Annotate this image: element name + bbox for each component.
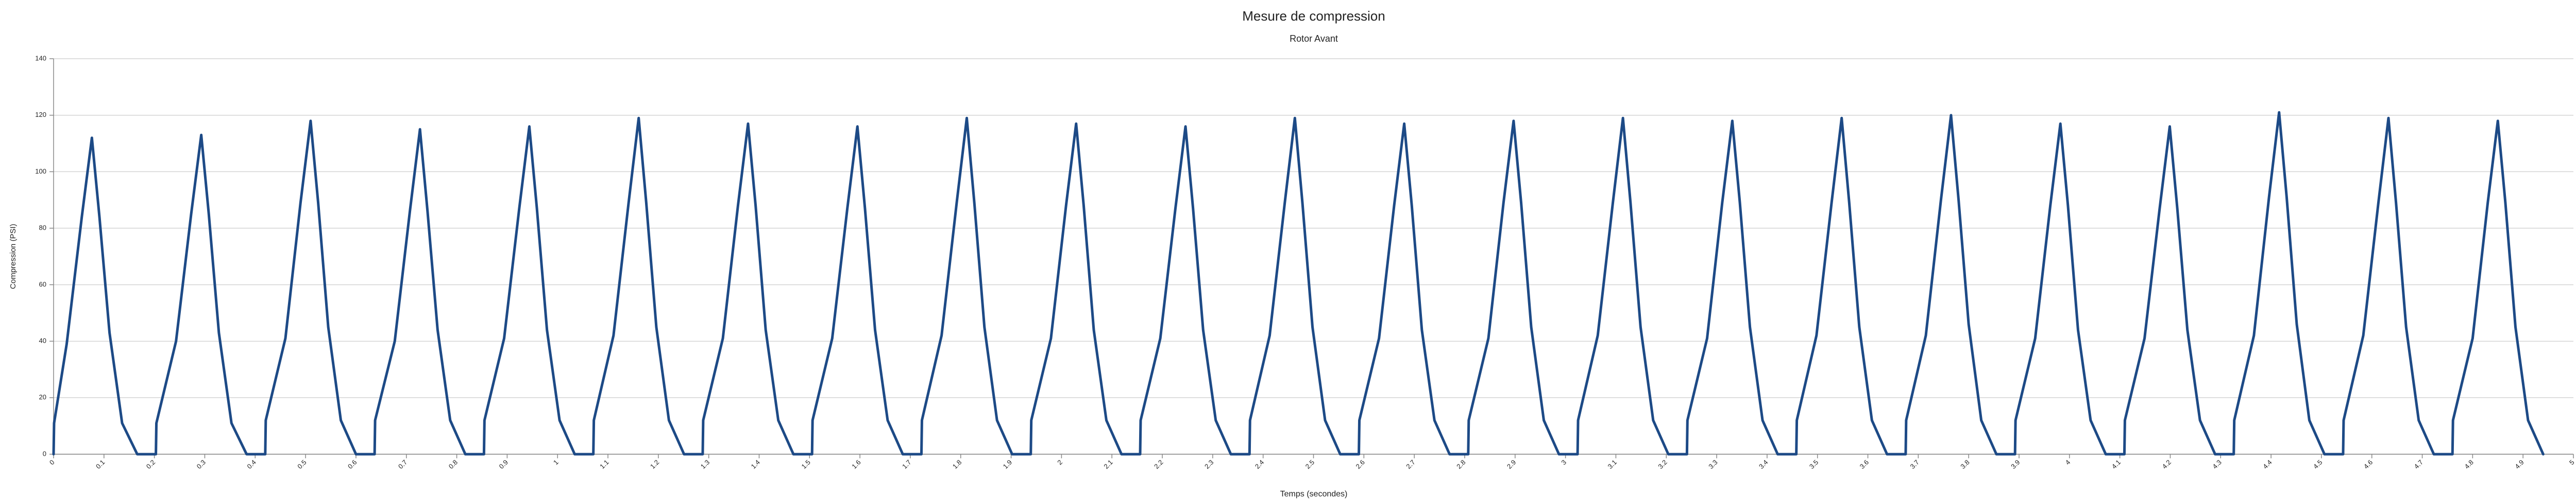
x-tick-label: 0.6 bbox=[346, 458, 358, 470]
x-tick-label: 0.3 bbox=[195, 458, 207, 470]
x-tick-label: 2.6 bbox=[1354, 458, 1366, 470]
x-tick-label: 4.9 bbox=[2513, 458, 2525, 470]
y-tick-label: 40 bbox=[39, 337, 46, 345]
x-tick-label: 3.7 bbox=[1909, 458, 1921, 470]
y-tick-label: 80 bbox=[39, 224, 46, 232]
y-axis-label: Compression (PSI) bbox=[9, 224, 18, 289]
chart-subtitle: Rotor Avant bbox=[1290, 33, 1338, 44]
x-tick-label: 0.2 bbox=[145, 458, 157, 470]
x-tick-label: 2.3 bbox=[1203, 458, 1215, 470]
x-tick-label: 3.8 bbox=[1959, 458, 1971, 470]
x-tick-label: 1.7 bbox=[901, 458, 912, 470]
y-tick-label: 140 bbox=[35, 54, 46, 62]
chart-title: Mesure de compression bbox=[1242, 8, 1385, 24]
x-tick-label: 1.5 bbox=[800, 458, 811, 470]
x-tick-label: 3.4 bbox=[1757, 458, 1769, 470]
y-tick-label: 60 bbox=[39, 280, 46, 288]
x-tick-label: 1.4 bbox=[750, 458, 761, 470]
x-tick-label: 3.1 bbox=[1606, 458, 1618, 470]
x-tick-label: 4.7 bbox=[2413, 458, 2425, 470]
x-tick-label: 3.5 bbox=[1808, 458, 1820, 470]
x-tick-label: 3.3 bbox=[1707, 458, 1719, 470]
x-tick-label: 1.1 bbox=[598, 458, 610, 470]
x-tick-label: 4.8 bbox=[2463, 458, 2475, 470]
x-tick-label: 0.8 bbox=[447, 458, 459, 470]
x-tick-label: 4.5 bbox=[2312, 458, 2324, 470]
x-tick-label: 4.4 bbox=[2261, 458, 2273, 470]
x-axis-label: Temps (secondes) bbox=[1280, 490, 1348, 498]
x-tick-label: 0.5 bbox=[296, 458, 308, 470]
x-tick-label: 1.3 bbox=[699, 458, 711, 470]
x-tick-label: 0.9 bbox=[498, 458, 510, 470]
y-tick-label: 120 bbox=[35, 111, 46, 118]
x-tick-label: 4.1 bbox=[2110, 458, 2122, 470]
x-tick-label: 4.3 bbox=[2211, 458, 2223, 470]
x-tick-label: 4 bbox=[2064, 458, 2072, 467]
x-tick-label: 2.7 bbox=[1404, 458, 1416, 470]
x-tick-label: 5 bbox=[2568, 458, 2576, 467]
x-tick-label: 3.9 bbox=[2009, 458, 2021, 470]
x-tick-label: 1.8 bbox=[951, 458, 963, 470]
x-tick-label: 2.2 bbox=[1153, 458, 1164, 470]
x-tick-label: 2.4 bbox=[1253, 458, 1265, 470]
x-tick-label: 3.6 bbox=[1858, 458, 1870, 470]
x-tick-label: 3 bbox=[1560, 458, 1568, 467]
x-tick-label: 0.1 bbox=[94, 458, 106, 470]
y-tick-label: 0 bbox=[43, 450, 46, 457]
x-tick-label: 2 bbox=[1056, 458, 1064, 467]
data-line bbox=[52, 111, 2545, 456]
x-tick-label: 1.6 bbox=[850, 458, 862, 470]
x-tick-label: 4.6 bbox=[2362, 458, 2374, 470]
x-tick-label: 1.9 bbox=[1002, 458, 1013, 470]
x-tick-label: 1 bbox=[552, 458, 560, 467]
y-tick-label: 20 bbox=[39, 393, 46, 401]
x-tick-label: 1.2 bbox=[649, 458, 660, 470]
x-tick-label: 0.4 bbox=[245, 458, 257, 470]
x-tick-label: 0.7 bbox=[397, 458, 409, 470]
x-tick-label: 0 bbox=[48, 458, 56, 467]
x-tick-label: 2.5 bbox=[1304, 458, 1316, 470]
y-tick-label: 100 bbox=[35, 167, 46, 175]
x-tick-label: 4.2 bbox=[2161, 458, 2173, 470]
x-tick-label: 2.9 bbox=[1505, 458, 1517, 470]
x-tick-label: 2.1 bbox=[1102, 458, 1114, 470]
x-tick-label: 2.8 bbox=[1455, 458, 1467, 470]
x-tick-label: 3.2 bbox=[1656, 458, 1668, 470]
